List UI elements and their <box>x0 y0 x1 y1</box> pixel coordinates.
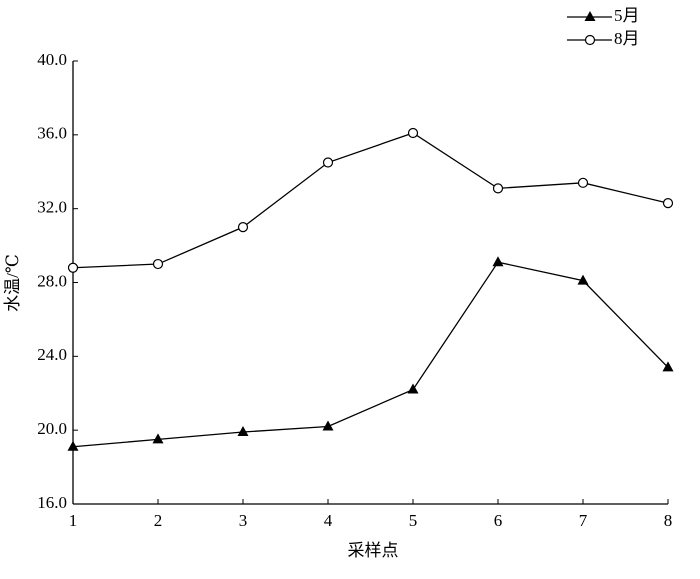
x-tick-label: 1 <box>69 511 78 530</box>
marker <box>662 361 674 372</box>
marker <box>577 274 589 285</box>
x-axis-label: 采样点 <box>348 541 399 560</box>
y-tick-label: 40.0 <box>37 50 67 69</box>
series-line <box>72 261 669 448</box>
marker <box>152 258 164 270</box>
marker <box>67 262 79 273</box>
marker <box>237 222 249 233</box>
x-tick-label: 7 <box>579 511 588 530</box>
x-tick-label: 3 <box>239 511 248 530</box>
y-tick-label: 16.0 <box>37 493 67 512</box>
marker <box>322 420 334 431</box>
y-tick-label: 32.0 <box>37 198 67 217</box>
y-tick-label: 20.0 <box>37 419 67 438</box>
legend-marker <box>584 34 596 46</box>
x-tick-label: 6 <box>494 511 503 530</box>
marker <box>577 177 589 188</box>
legend-marker <box>584 11 596 21</box>
y-tick-label: 28.0 <box>37 271 67 290</box>
marker <box>492 256 504 267</box>
marker <box>152 433 164 444</box>
x-tick-label: 8 <box>664 511 673 530</box>
y-tick-label: 24.0 <box>37 345 67 364</box>
x-tick-label: 4 <box>324 511 333 530</box>
x-tick-label: 5 <box>409 511 418 530</box>
legend-label: 8月 <box>614 29 640 48</box>
marker <box>662 198 674 209</box>
series-line <box>72 132 669 269</box>
marker <box>407 127 419 139</box>
y-tick-label: 36.0 <box>37 124 67 143</box>
marker <box>407 383 419 394</box>
x-tick-label: 2 <box>154 511 163 530</box>
marker <box>67 440 79 451</box>
legend-label: 5月 <box>614 6 640 25</box>
marker <box>322 157 334 168</box>
marker <box>237 426 249 437</box>
y-axis-label: 水温/℃ <box>3 254 22 312</box>
marker <box>492 183 504 194</box>
